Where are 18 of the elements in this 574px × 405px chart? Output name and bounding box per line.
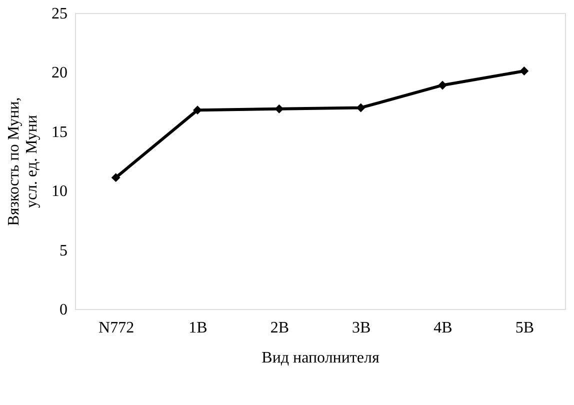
point <box>111 173 120 182</box>
y-tick-label: 20 <box>52 64 68 82</box>
y-tick-label: 25 <box>52 6 68 22</box>
x-tick-label: 5В <box>515 320 534 336</box>
x-axis-title: Вид наполнителя <box>262 350 380 366</box>
point <box>438 80 447 90</box>
x-tick-label: 1В <box>188 320 208 336</box>
x-tick-label: 3В <box>352 320 371 336</box>
x-tick-label: 2В <box>270 320 290 336</box>
x-tick-label: 4В <box>434 320 452 336</box>
y-tick-label: 5 <box>60 242 68 260</box>
x-tick-label: N772 <box>98 320 134 336</box>
y-tick-label: 15 <box>52 124 68 141</box>
y-tick-label: 0 <box>60 302 68 318</box>
y-tick-label: 10 <box>52 183 68 200</box>
point <box>520 66 529 76</box>
y-axis-title: Вязкость по Муни, усл. ед. Муни <box>6 97 40 226</box>
point <box>193 106 202 115</box>
